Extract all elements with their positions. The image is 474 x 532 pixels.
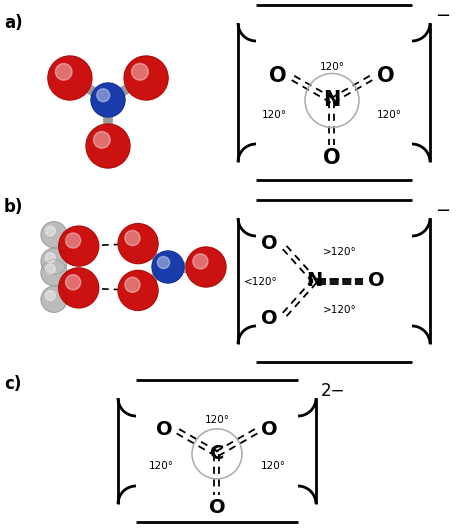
Circle shape	[41, 286, 67, 312]
Text: 120°: 120°	[377, 110, 402, 120]
Text: a): a)	[4, 14, 23, 32]
Circle shape	[55, 63, 72, 80]
Circle shape	[125, 277, 140, 293]
Text: b): b)	[4, 198, 23, 216]
Text: >120°: >120°	[323, 305, 356, 315]
Text: C: C	[210, 444, 224, 463]
Circle shape	[65, 233, 81, 248]
Text: c): c)	[4, 375, 21, 393]
Text: O: O	[377, 65, 395, 86]
Circle shape	[97, 89, 109, 102]
Text: 120°: 120°	[204, 415, 229, 425]
Circle shape	[86, 124, 130, 168]
Text: O: O	[368, 271, 385, 290]
Circle shape	[41, 260, 67, 286]
Circle shape	[118, 223, 158, 263]
Circle shape	[193, 254, 208, 269]
Text: O: O	[261, 309, 278, 328]
Text: 120°: 120°	[262, 110, 287, 120]
Text: O: O	[156, 420, 173, 439]
Text: −: −	[435, 202, 450, 220]
Circle shape	[125, 230, 140, 246]
Circle shape	[46, 253, 55, 263]
Text: O: O	[261, 420, 278, 439]
Circle shape	[46, 226, 55, 236]
Circle shape	[152, 251, 184, 283]
Circle shape	[132, 63, 148, 80]
Text: >120°: >120°	[323, 247, 356, 257]
Text: −: −	[435, 7, 450, 25]
Circle shape	[157, 256, 170, 269]
Text: N: N	[323, 90, 341, 111]
Circle shape	[41, 248, 67, 275]
Text: <120°: <120°	[244, 277, 277, 287]
Circle shape	[41, 222, 67, 248]
Circle shape	[91, 83, 125, 117]
Circle shape	[186, 247, 226, 287]
Circle shape	[93, 131, 110, 148]
Text: 120°: 120°	[319, 62, 345, 71]
Circle shape	[65, 275, 81, 290]
Text: O: O	[261, 234, 278, 253]
Text: N: N	[307, 271, 323, 290]
Circle shape	[118, 270, 158, 310]
Circle shape	[59, 226, 99, 266]
Text: 120°: 120°	[148, 461, 173, 471]
Circle shape	[59, 268, 99, 308]
Circle shape	[46, 264, 55, 274]
Text: O: O	[209, 498, 225, 517]
Circle shape	[124, 56, 168, 100]
Circle shape	[48, 56, 92, 100]
Text: 2−: 2−	[321, 382, 346, 400]
Text: O: O	[269, 65, 286, 86]
Text: O: O	[323, 147, 341, 168]
Text: 120°: 120°	[261, 461, 285, 471]
Circle shape	[46, 290, 55, 301]
